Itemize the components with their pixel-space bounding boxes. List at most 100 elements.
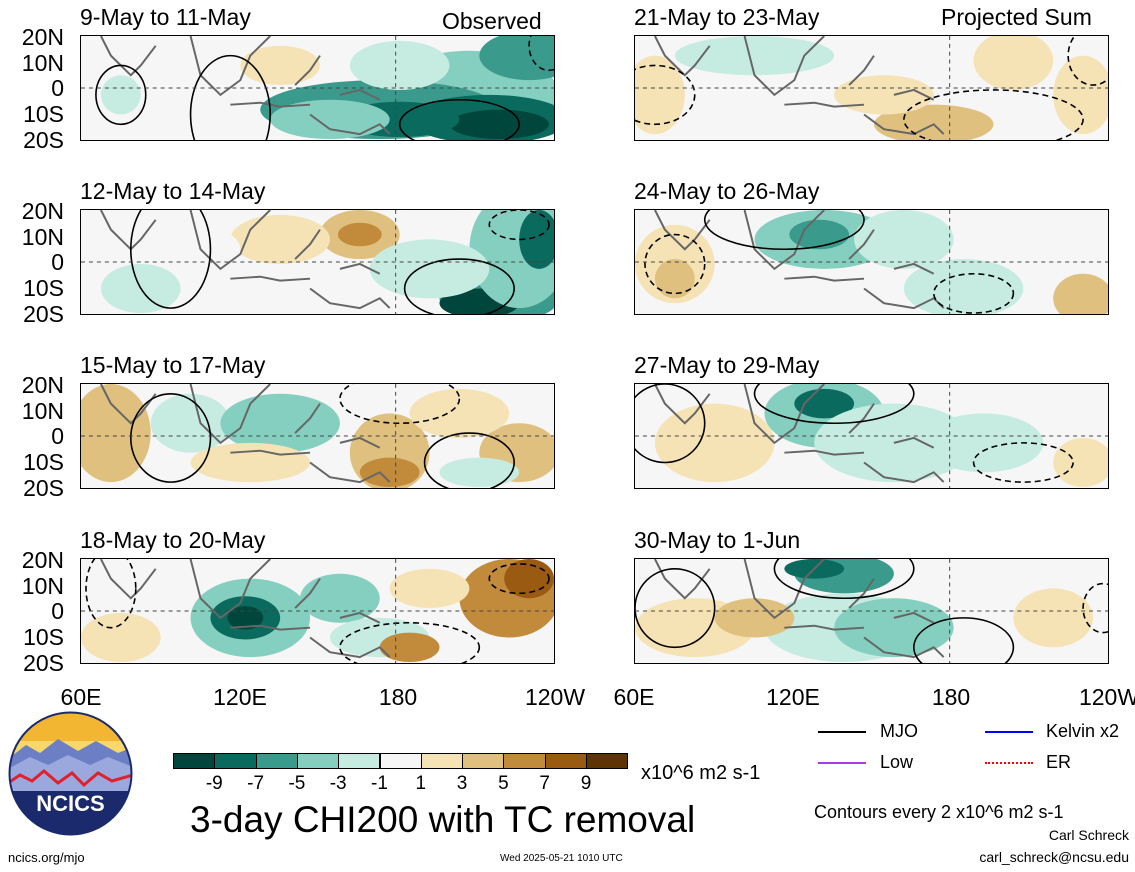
anomaly-region bbox=[789, 219, 850, 250]
map-panel-6 bbox=[634, 209, 1109, 315]
anomaly-region bbox=[270, 99, 390, 140]
legend-line-er bbox=[985, 762, 1033, 764]
anomaly-region bbox=[300, 573, 380, 623]
anomaly-region bbox=[100, 75, 141, 115]
panel-title-7: 27-May to 29-May bbox=[634, 352, 820, 378]
anomaly-region bbox=[674, 36, 835, 76]
mjo-contour bbox=[703, 210, 865, 251]
anomaly-region bbox=[923, 413, 1044, 473]
colorbar-swatch bbox=[255, 753, 298, 769]
anomaly-region bbox=[230, 214, 330, 264]
legend-label-kelvin: Kelvin x2 bbox=[1046, 721, 1120, 741]
colorbar-tick-label: 3 bbox=[456, 773, 468, 794]
main-title: 3-day CHI200 with TC removal bbox=[190, 799, 696, 840]
anomaly-region bbox=[814, 403, 974, 483]
mjo-contour bbox=[398, 98, 520, 140]
anomaly-region bbox=[81, 612, 161, 663]
colorbar-tick-label: 5 bbox=[498, 773, 509, 794]
anomaly-region bbox=[1053, 273, 1108, 314]
panel-title-2: 12-May to 14-May bbox=[80, 178, 266, 204]
colorbar-swatch bbox=[462, 753, 505, 769]
contour-note: Contours every 2 x10^6 m2 s-1 bbox=[814, 802, 1064, 822]
legend-line-kelvin bbox=[985, 731, 1033, 733]
coastline bbox=[654, 384, 945, 484]
panel-title-3: 15-May to 17-May bbox=[80, 352, 266, 378]
map-panel-4 bbox=[80, 558, 555, 664]
legend-label-mjo: MJO bbox=[880, 721, 918, 741]
colorbar-swatch bbox=[503, 753, 546, 769]
anomaly-region bbox=[973, 36, 1054, 90]
anomaly-region bbox=[449, 109, 550, 140]
coastline bbox=[654, 210, 945, 310]
anomaly-region bbox=[1053, 55, 1108, 135]
mjo-contour bbox=[423, 432, 515, 488]
panel-title-1: 9-May to 11-May bbox=[80, 4, 251, 30]
anomaly-region bbox=[369, 239, 490, 299]
anomaly-region bbox=[337, 222, 382, 247]
anomaly-region bbox=[714, 598, 795, 638]
observed-label: Observed bbox=[442, 8, 542, 34]
anomaly-region bbox=[654, 403, 775, 483]
panel-title-5: 21-May to 23-May bbox=[634, 4, 820, 30]
projected-sum-label: Projected Sum bbox=[941, 4, 1092, 30]
anomaly-region bbox=[479, 36, 554, 81]
mjo-contour bbox=[403, 258, 515, 314]
anomaly-region bbox=[834, 75, 934, 115]
mjo-contour-dashed bbox=[903, 89, 1084, 140]
panel-title-8: 30-May to 1-Jun bbox=[634, 527, 801, 553]
coastline bbox=[100, 384, 391, 484]
mjo-contour-dashed bbox=[932, 272, 1015, 314]
mjo-contour bbox=[189, 54, 271, 140]
anomaly-region bbox=[190, 442, 311, 483]
anomaly-region bbox=[439, 457, 520, 488]
anomaly-region bbox=[654, 259, 695, 299]
mjo-contour bbox=[635, 384, 706, 464]
mjo-contour bbox=[753, 384, 915, 425]
map-panel-8 bbox=[634, 558, 1109, 664]
anomaly-region bbox=[81, 384, 151, 483]
colorbar-tick-label: -7 bbox=[247, 773, 265, 794]
colorbar-swatch bbox=[544, 753, 587, 769]
mjo-contour-dashed bbox=[488, 210, 550, 241]
mjo-contour bbox=[95, 64, 147, 126]
mjo-contour-dashed bbox=[972, 442, 1074, 483]
mjo-contour bbox=[635, 568, 716, 649]
legend-line-low bbox=[818, 762, 866, 764]
mjo-contour-dashed bbox=[1067, 36, 1108, 86]
site-url[interactable]: ncics.org/mjo bbox=[8, 850, 85, 865]
map-panel-7 bbox=[634, 383, 1109, 489]
colorbar-tick-label: 7 bbox=[539, 773, 550, 794]
anomaly-region bbox=[635, 55, 685, 135]
coastline bbox=[654, 559, 945, 659]
coastline bbox=[100, 559, 391, 659]
anomaly-region bbox=[1013, 588, 1094, 648]
mjo-contour bbox=[913, 617, 1015, 663]
mjo-contour-dashed bbox=[339, 621, 481, 663]
colorbar-tick-label: -9 bbox=[205, 773, 223, 794]
map-panel-1 bbox=[80, 35, 555, 141]
colorbar-swatch bbox=[586, 753, 629, 769]
legend-line-mjo bbox=[818, 731, 866, 733]
mjo-contour bbox=[129, 393, 212, 483]
panel-title-4: 18-May to 20-May bbox=[80, 527, 266, 553]
colorbar-swatch bbox=[214, 753, 257, 769]
colorbar-tick-label: 9 bbox=[580, 773, 592, 794]
mjo-contour bbox=[773, 559, 915, 600]
mjo-contour-dashed bbox=[635, 64, 696, 126]
map-panel-3 bbox=[80, 383, 555, 489]
mjo-contour-dashed bbox=[488, 563, 550, 595]
anomaly-region bbox=[854, 210, 954, 269]
anomaly-region bbox=[834, 598, 954, 658]
colorbar-swatch bbox=[173, 753, 216, 769]
mjo-contour bbox=[130, 210, 212, 309]
anomaly-region bbox=[409, 388, 510, 438]
colorbar-tick-label: -3 bbox=[329, 773, 347, 794]
coastline bbox=[654, 36, 945, 136]
colorbar-swatch bbox=[420, 753, 464, 769]
map-panel-2 bbox=[80, 209, 555, 315]
mjo-contour-dashed bbox=[1082, 582, 1108, 634]
anomaly-region bbox=[874, 104, 994, 140]
map-panel-5 bbox=[634, 35, 1109, 141]
anomaly-region bbox=[227, 606, 264, 630]
author-name: Carl Schreck bbox=[1048, 827, 1129, 843]
